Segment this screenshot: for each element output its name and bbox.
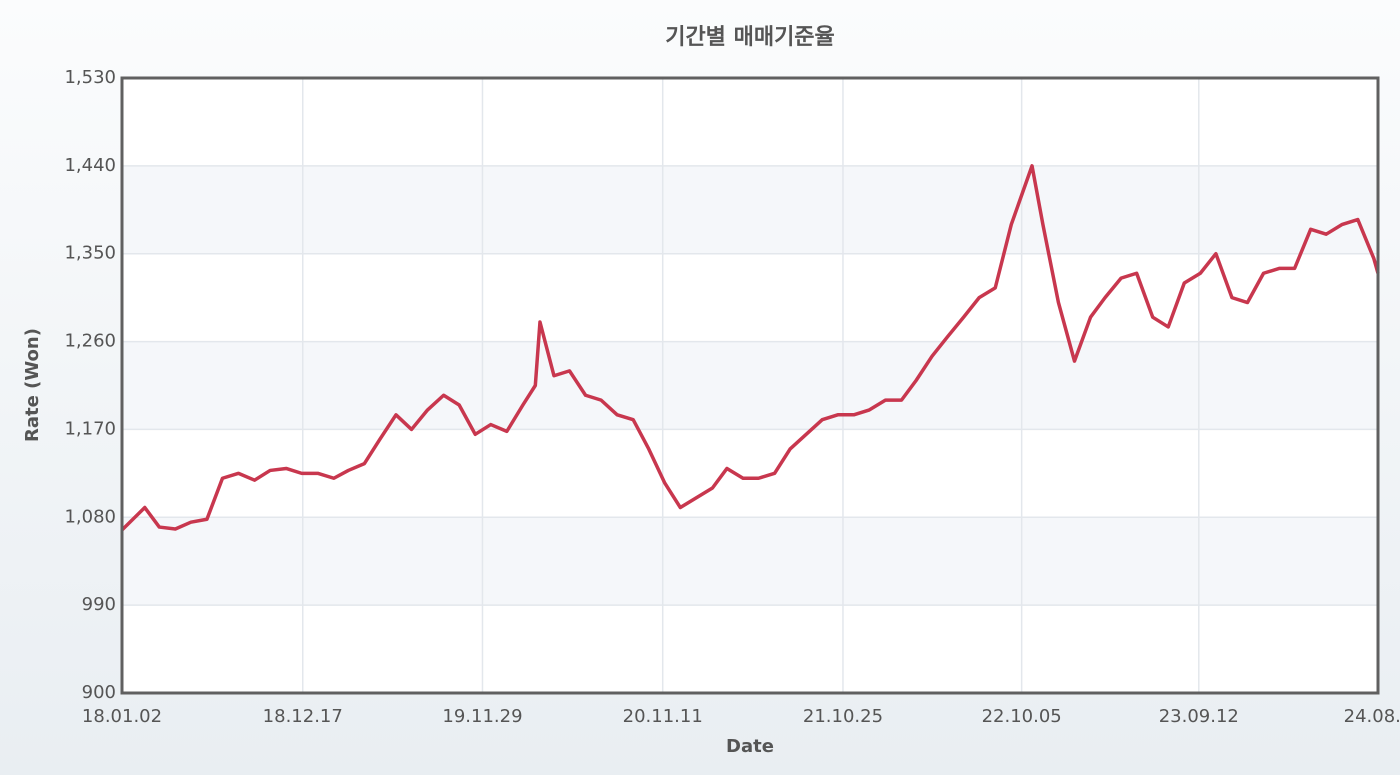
x-tick-label: 21.10.25 [803, 706, 883, 727]
data-line [120, 164, 1380, 532]
y-tick-label: 990 [82, 594, 116, 615]
plot-border [120, 76, 1380, 695]
y-tick-label: 1,440 [64, 155, 116, 176]
y-tick-label: 1,170 [64, 418, 116, 439]
y-tick-label: 900 [82, 682, 116, 703]
x-tick-label: 22.10.05 [982, 706, 1062, 727]
y-axis-title: Rate (Won) [22, 328, 43, 442]
y-tick-label: 1,530 [64, 67, 116, 88]
y-tick-label: 1,350 [64, 243, 116, 264]
grid-band [122, 165, 1378, 254]
x-tick-label: 24.08.2 [1344, 706, 1400, 727]
y-tick-label: 1,260 [64, 331, 116, 352]
x-axis-title: Date [726, 736, 774, 757]
grid-band [122, 517, 1378, 606]
grid-band [122, 341, 1378, 430]
x-tick-label: 20.11.11 [623, 706, 703, 727]
x-tick-label: 19.11.29 [442, 706, 522, 727]
x-tick-label: 18.01.02 [82, 706, 162, 727]
x-tick-label: 18.12.17 [263, 706, 343, 727]
y-tick-label: 1,080 [64, 506, 116, 527]
x-tick-label: 23.09.12 [1159, 706, 1239, 727]
chart-title: 기간별 매매기준율 [665, 25, 835, 50]
